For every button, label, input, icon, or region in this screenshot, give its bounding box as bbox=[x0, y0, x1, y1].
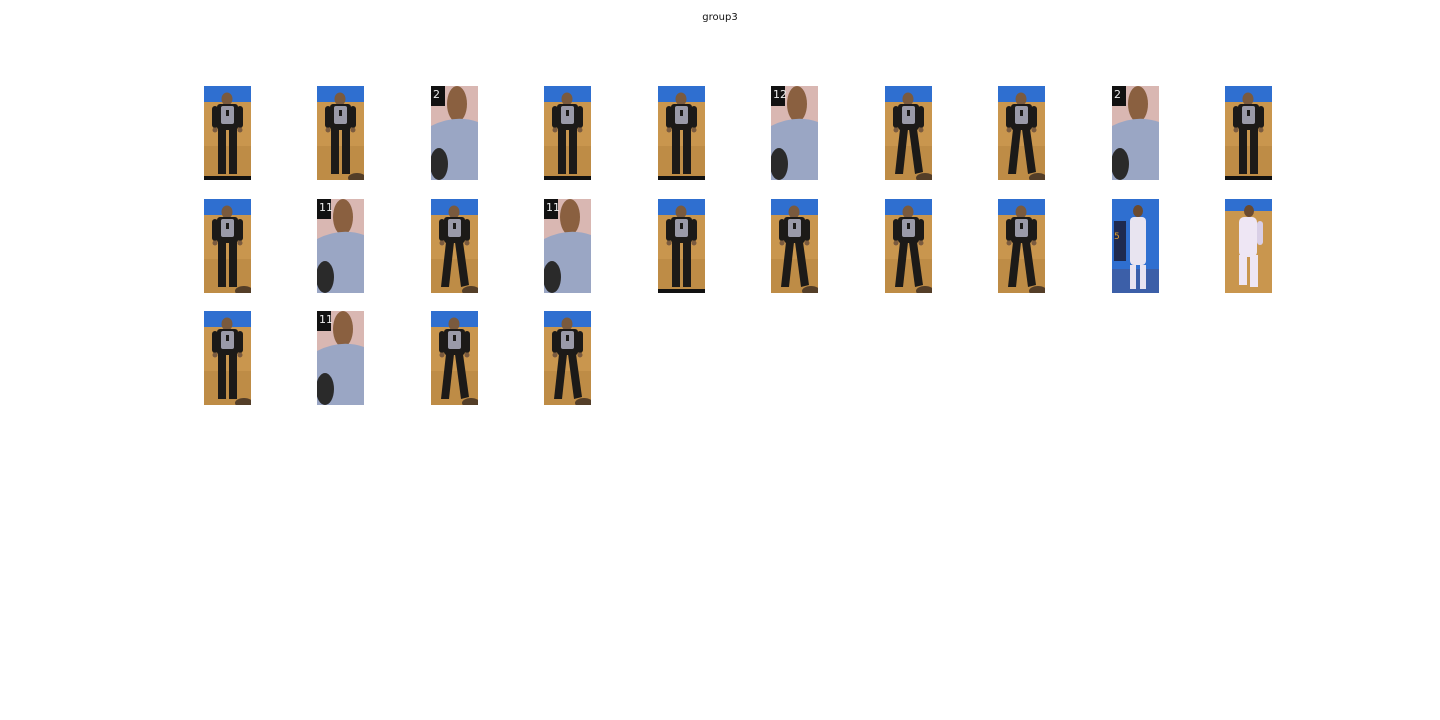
crop-image bbox=[1225, 86, 1272, 180]
crop-image bbox=[1225, 199, 1272, 293]
crop-image: 11 bbox=[317, 311, 364, 405]
crop-thumbnail bbox=[1225, 86, 1272, 180]
crop-thumbnail bbox=[998, 199, 1045, 293]
crop-image bbox=[658, 86, 705, 180]
crop-thumbnail: 11 bbox=[317, 199, 364, 293]
crop-thumbnail bbox=[204, 199, 251, 293]
jersey-number-label: 11 bbox=[546, 201, 560, 214]
jersey-number-label: 2 bbox=[433, 88, 440, 101]
crop-image bbox=[885, 199, 932, 293]
jersey-number-label: 5 bbox=[1114, 232, 1120, 242]
crop-thumbnail: 2 bbox=[431, 86, 478, 180]
crop-thumbnail bbox=[544, 86, 591, 180]
crop-image bbox=[204, 311, 251, 405]
crop-image bbox=[431, 311, 478, 405]
crop-thumbnail bbox=[431, 199, 478, 293]
crop-image bbox=[544, 86, 591, 180]
crop-thumbnail bbox=[544, 311, 591, 405]
crop-image bbox=[204, 86, 251, 180]
crop-image bbox=[771, 199, 818, 293]
jersey-number-label: 2 bbox=[1114, 88, 1121, 101]
crop-image: 11 bbox=[544, 199, 591, 293]
figure-title: group3 bbox=[702, 12, 738, 23]
crop-thumbnail bbox=[885, 199, 932, 293]
crop-thumbnail bbox=[204, 311, 251, 405]
crop-thumbnail: 11 bbox=[544, 199, 591, 293]
crop-image bbox=[204, 199, 251, 293]
crop-thumbnail: 11 bbox=[317, 311, 364, 405]
crop-thumbnail bbox=[998, 86, 1045, 180]
crop-thumbnail: 12 bbox=[771, 86, 818, 180]
crop-image bbox=[658, 199, 705, 293]
jersey-number-label: 11 bbox=[319, 313, 333, 326]
crop-thumbnail bbox=[658, 199, 705, 293]
crop-image bbox=[998, 86, 1045, 180]
crop-thumbnail bbox=[771, 199, 818, 293]
crop-thumbnail bbox=[658, 86, 705, 180]
crop-image: 11 bbox=[317, 199, 364, 293]
crop-thumbnail bbox=[431, 311, 478, 405]
crop-image: 12 bbox=[771, 86, 818, 180]
jersey-number-label: 12 bbox=[773, 88, 787, 101]
crop-thumbnail bbox=[885, 86, 932, 180]
crop-image bbox=[544, 311, 591, 405]
crop-image: 2 bbox=[1112, 86, 1159, 180]
crop-thumbnail bbox=[1225, 199, 1272, 293]
crop-image bbox=[998, 199, 1045, 293]
crop-thumbnail bbox=[204, 86, 251, 180]
crop-thumbnail: 2 bbox=[1112, 86, 1159, 180]
crop-thumbnail: 5 bbox=[1112, 199, 1159, 293]
jersey-number-label: 11 bbox=[319, 201, 333, 214]
crop-thumbnail bbox=[317, 86, 364, 180]
crop-image: 2 bbox=[431, 86, 478, 180]
crop-image bbox=[885, 86, 932, 180]
crop-image bbox=[431, 199, 478, 293]
crop-image bbox=[317, 86, 364, 180]
crop-image: 5 bbox=[1112, 199, 1159, 293]
